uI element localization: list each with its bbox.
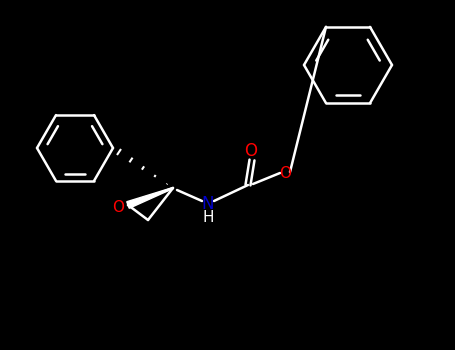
Text: N: N xyxy=(202,195,214,213)
Text: O: O xyxy=(112,199,124,215)
Polygon shape xyxy=(127,188,173,208)
Text: O: O xyxy=(244,142,258,160)
Text: H: H xyxy=(202,210,214,225)
Text: O: O xyxy=(279,167,291,182)
